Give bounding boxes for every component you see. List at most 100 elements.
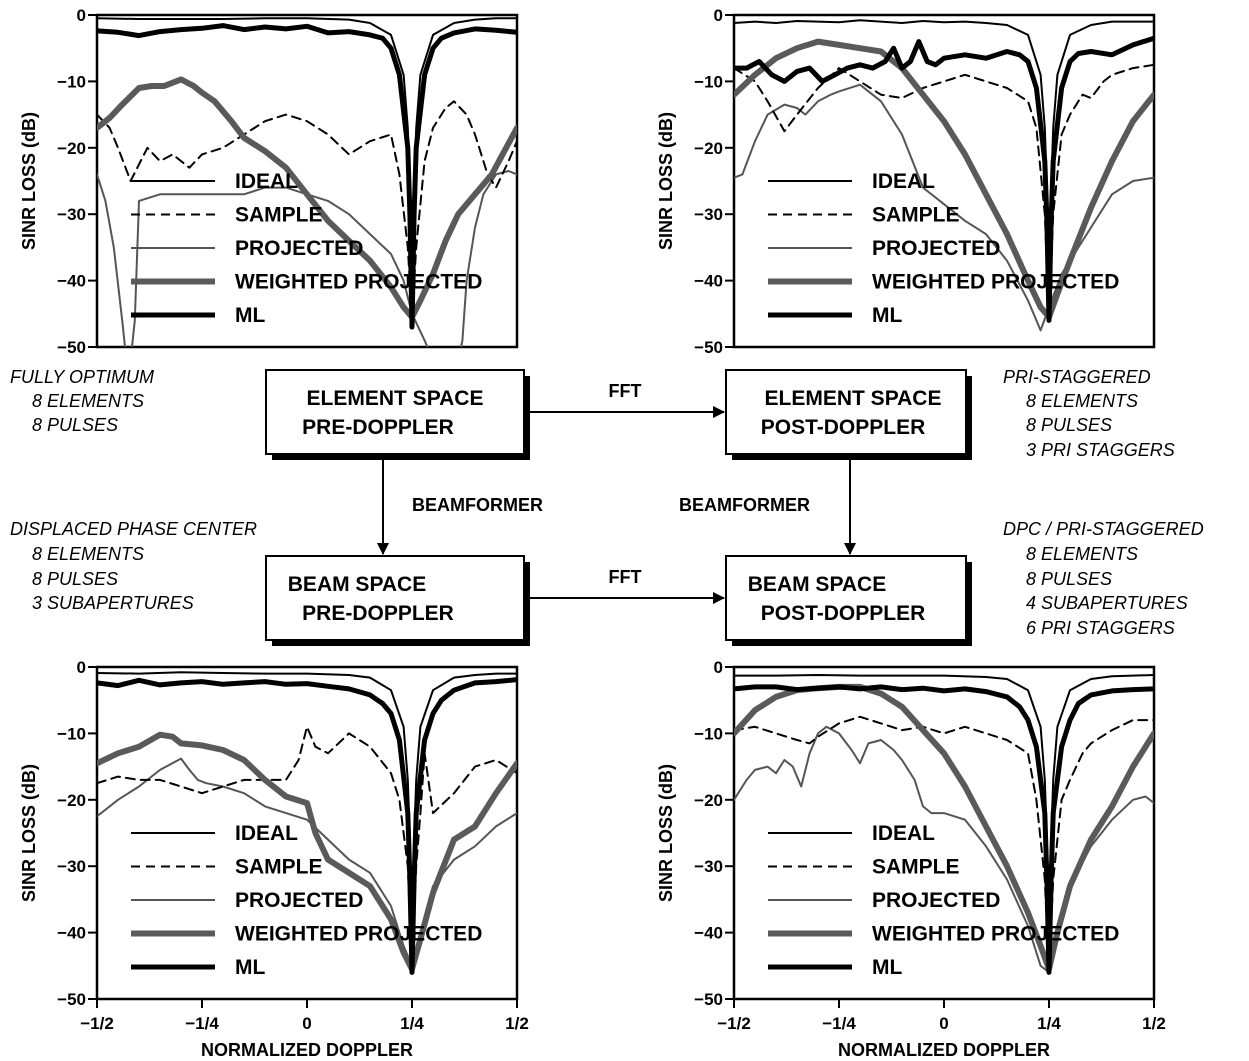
series-line-projected bbox=[734, 83, 1154, 332]
series-group bbox=[97, 671, 517, 975]
series-line-sample bbox=[734, 715, 1154, 974]
diagram: ELEMENT SPACE PRE-DOPPLER ELEMENT SPACE … bbox=[10, 367, 1204, 646]
box-label-line1: BEAM SPACE bbox=[748, 573, 886, 596]
series-line-ml bbox=[734, 35, 1154, 323]
box-label-line1: ELEMENT SPACE bbox=[307, 387, 484, 410]
y-tick-label: 0 bbox=[77, 6, 86, 25]
legend-label: ML bbox=[872, 956, 902, 979]
note-line: 3 SUBAPERTURES bbox=[32, 593, 194, 613]
x-axis-title: NORMALIZED DOPPLER bbox=[201, 1040, 413, 1060]
y-tick-label: 0 bbox=[77, 658, 86, 677]
series-line-sample bbox=[97, 100, 517, 322]
note-pri-staggered: PRI-STAGGERED 8 ELEMENTS 8 PULSES 3 PRI … bbox=[1003, 367, 1175, 460]
legend-label: IDEAL bbox=[235, 822, 298, 845]
note-line: 8 PULSES bbox=[1026, 569, 1112, 589]
y-tick-label: −20 bbox=[694, 791, 723, 810]
y-tick-label: 0 bbox=[714, 658, 723, 677]
note-line: PRI-STAGGERED bbox=[1003, 367, 1151, 387]
box-label-line2: POST-DOPPLER bbox=[761, 602, 926, 625]
plot-frame bbox=[732, 13, 1156, 349]
legend-label: PROJECTED bbox=[235, 237, 363, 260]
y-tick-label: −20 bbox=[57, 139, 86, 158]
y-tick-label: −30 bbox=[694, 857, 723, 876]
box-label-line1: ELEMENT SPACE bbox=[765, 387, 942, 410]
x-tick-label: 0 bbox=[939, 1014, 948, 1033]
box-beam-space-pre-doppler: BEAM SPACE PRE-DOPPLER bbox=[265, 555, 530, 646]
x-tick-label: 1/2 bbox=[1142, 1014, 1166, 1033]
series-line-weighted-projected bbox=[97, 731, 517, 973]
x-tick-label: −1/4 bbox=[822, 1014, 856, 1033]
y-tick-label: 0 bbox=[714, 6, 723, 25]
legend-label: IDEAL bbox=[872, 170, 935, 193]
legend-label: PROJECTED bbox=[872, 237, 1000, 260]
y-tick-label: −50 bbox=[694, 990, 723, 1009]
y-tick-label: −10 bbox=[694, 72, 723, 91]
series-line-sample bbox=[97, 725, 517, 974]
y-axis-title: SINR LOSS (dB) bbox=[19, 764, 39, 902]
legend: IDEAL SAMPLE PROJECTED WEIGHTED PROJECTED ML bbox=[768, 822, 1119, 979]
legend-label: WEIGHTED PROJECTED bbox=[235, 271, 482, 294]
series-group bbox=[734, 19, 1154, 332]
x-tick-label: −1/2 bbox=[717, 1014, 751, 1033]
y-tick-label: −10 bbox=[57, 72, 86, 91]
y-tick-label: −20 bbox=[57, 791, 86, 810]
note-line: DPC / PRI-STAGGERED bbox=[1003, 519, 1204, 539]
chart-panel-top-left: 0 −10 −20 −30 −40 −50 SINR LOSS (dB) IDEAL SAMPL… bbox=[19, 6, 519, 357]
series-line-ml bbox=[97, 23, 517, 330]
x-tick-label: 1/4 bbox=[400, 1014, 424, 1033]
y-tick-label: −10 bbox=[694, 724, 723, 743]
box-label-line2: PRE-DOPPLER bbox=[302, 416, 454, 439]
series-line-projected bbox=[97, 170, 517, 347]
y-tick-label: −50 bbox=[57, 338, 86, 357]
series-line-weighted-projected bbox=[97, 76, 517, 321]
note-dpc-pri-staggered: DPC / PRI-STAGGERED 8 ELEMENTS 8 PULSES … bbox=[1003, 519, 1204, 638]
legend: IDEAL SAMPLE PROJECTED WEIGHTED PROJECTED ML bbox=[131, 170, 482, 327]
legend-label: PROJECTED bbox=[235, 889, 363, 912]
box-element-space-post-doppler: ELEMENT SPACE POST-DOPPLER bbox=[725, 369, 972, 460]
y-axis-title: SINR LOSS (dB) bbox=[19, 112, 39, 250]
note-line: 8 PULSES bbox=[32, 569, 118, 589]
note-line: 8 PULSES bbox=[32, 415, 118, 435]
note-line: 3 PRI STAGGERS bbox=[1026, 440, 1175, 460]
y-tick-label: −50 bbox=[57, 990, 86, 1009]
y-axis-title: SINR LOSS (dB) bbox=[656, 764, 676, 902]
x-tick-label: 0 bbox=[302, 1014, 311, 1033]
x-tick-label: 1/2 bbox=[505, 1014, 529, 1033]
chart-panel-top-right: 0 −10 −20 −30 −40 −50 SINR LOSS (dB) IDEAL SAMPL… bbox=[656, 6, 1156, 357]
box-label-line1: BEAM SPACE bbox=[288, 573, 426, 596]
y-tick-label: −40 bbox=[57, 924, 86, 943]
legend-label: WEIGHTED PROJECTED bbox=[872, 271, 1119, 294]
y-tick-label: −40 bbox=[57, 272, 86, 291]
note-line: 8 ELEMENTS bbox=[1026, 391, 1138, 411]
legend-label: SAMPLE bbox=[235, 204, 323, 227]
legend: IDEAL SAMPLE PROJECTED WEIGHTED PROJECTED ML bbox=[768, 170, 1119, 327]
y-tick-label: −50 bbox=[694, 338, 723, 357]
box-beam-space-post-doppler: BEAM SPACE POST-DOPPLER bbox=[725, 555, 972, 646]
legend-label: ML bbox=[235, 956, 265, 979]
series-line-ideal bbox=[734, 19, 1154, 322]
note-line: 8 ELEMENTS bbox=[32, 544, 144, 564]
beamformer-right-label: BEAMFORMER bbox=[679, 495, 810, 515]
legend-label: SAMPLE bbox=[235, 856, 323, 879]
box-element-space-pre-doppler: ELEMENT SPACE PRE-DOPPLER bbox=[265, 369, 530, 460]
fft-top-label: FFT bbox=[609, 381, 642, 401]
x-axis-title: NORMALIZED DOPPLER bbox=[838, 1040, 1050, 1060]
fft-bottom-label: FFT bbox=[609, 567, 642, 587]
chart-panel-bottom-left: 0 −10 −20 −30 −40 −50 −1/2 −1/4 0 1/4 1/2 SINR LOSS… bbox=[19, 658, 529, 1060]
series-group bbox=[97, 17, 517, 347]
x-tick-label: −1/4 bbox=[185, 1014, 219, 1033]
series-line-ml bbox=[734, 684, 1154, 975]
series-group bbox=[734, 674, 1154, 975]
legend-label: ML bbox=[872, 304, 902, 327]
legend-label: WEIGHTED PROJECTED bbox=[235, 923, 482, 946]
legend-label: IDEAL bbox=[872, 822, 935, 845]
series-line-sample bbox=[734, 63, 1154, 322]
legend-label: ML bbox=[235, 304, 265, 327]
box-label-line2: POST-DOPPLER bbox=[761, 416, 926, 439]
note-displaced-phase-center: DISPLACED PHASE CENTER 8 ELEMENTS 8 PULS… bbox=[10, 519, 257, 613]
y-tick-label: −30 bbox=[694, 205, 723, 224]
legend: IDEAL SAMPLE PROJECTED WEIGHTED PROJECTED ML bbox=[131, 822, 482, 979]
note-fully-optimum: FULLY OPTIMUM 8 ELEMENTS 8 PULSES bbox=[10, 367, 154, 435]
note-line: 4 SUBAPERTURES bbox=[1026, 593, 1188, 613]
